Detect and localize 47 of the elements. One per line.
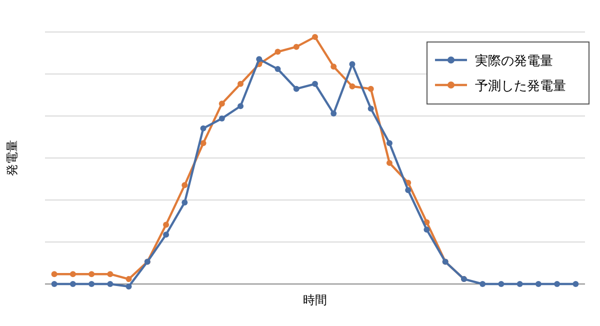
point xyxy=(238,103,244,110)
point xyxy=(516,281,523,287)
point xyxy=(107,271,114,278)
point xyxy=(182,182,188,188)
point xyxy=(200,140,206,146)
point xyxy=(218,100,225,107)
y-axis-title: 発電量 xyxy=(5,140,19,176)
point xyxy=(480,281,486,287)
point xyxy=(88,281,95,287)
point xyxy=(126,283,132,290)
point xyxy=(182,199,188,206)
point xyxy=(349,61,356,68)
point xyxy=(554,281,560,287)
legend-label: 実際の発電量 xyxy=(475,53,553,69)
point xyxy=(274,48,281,55)
point xyxy=(200,125,206,132)
point xyxy=(498,281,504,287)
point xyxy=(368,86,374,92)
point xyxy=(386,160,392,166)
point xyxy=(572,281,579,287)
point xyxy=(386,140,392,146)
point xyxy=(70,271,76,278)
point xyxy=(293,44,300,50)
point xyxy=(312,34,318,40)
point xyxy=(238,80,244,87)
point xyxy=(70,281,76,287)
point xyxy=(51,281,58,287)
point xyxy=(535,281,542,287)
point xyxy=(256,56,262,62)
point xyxy=(330,110,337,117)
point xyxy=(88,271,95,278)
point xyxy=(107,281,114,287)
point xyxy=(330,64,337,70)
legend-label: 予測した発電量 xyxy=(475,79,566,94)
point xyxy=(126,276,132,282)
point xyxy=(312,80,318,87)
point xyxy=(163,232,170,238)
point xyxy=(274,66,281,72)
point xyxy=(51,271,58,278)
point xyxy=(218,115,225,122)
point xyxy=(424,226,430,233)
point xyxy=(368,106,374,112)
point xyxy=(349,83,356,90)
point xyxy=(405,187,412,194)
x-axis-title: 時間 xyxy=(303,293,327,307)
point xyxy=(163,222,170,228)
point xyxy=(293,86,300,92)
